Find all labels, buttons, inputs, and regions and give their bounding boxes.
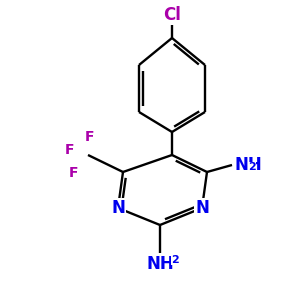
- Text: N: N: [111, 199, 125, 217]
- Text: F: F: [65, 143, 75, 157]
- Text: Cl: Cl: [163, 6, 181, 24]
- Text: NH: NH: [235, 156, 263, 174]
- Text: NH: NH: [146, 255, 174, 273]
- Text: N: N: [195, 199, 209, 217]
- Text: F: F: [69, 166, 79, 180]
- Text: 2: 2: [171, 255, 179, 265]
- Text: 2: 2: [248, 162, 256, 172]
- Text: F: F: [85, 130, 95, 144]
